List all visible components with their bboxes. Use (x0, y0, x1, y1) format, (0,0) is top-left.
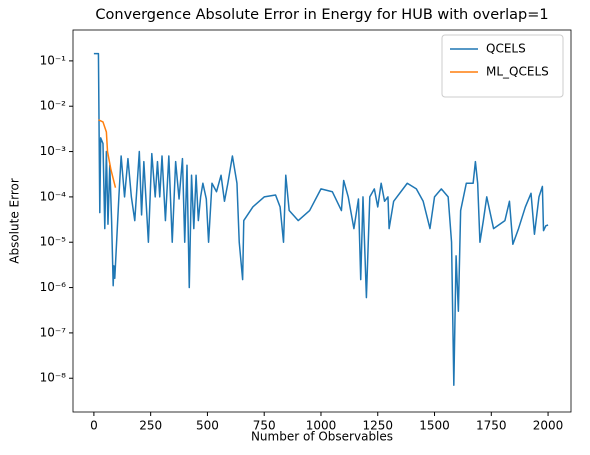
chart-title: Convergence Absolute Error in Energy for… (95, 7, 548, 23)
x-tick-label: 500 (196, 419, 219, 433)
y-tick-label: 10⁻² (40, 99, 67, 113)
x-axis-label: Number of Observables (251, 430, 393, 444)
y-tick-label: 10⁻⁴ (40, 189, 67, 203)
y-axis-label: Absolute Error (8, 178, 22, 264)
legend-label: ML_QCELS (486, 65, 549, 79)
x-tick-label: 750 (253, 419, 276, 433)
y-tick-label: 10⁻³ (40, 144, 67, 158)
y-tick-label: 10⁻¹ (40, 53, 67, 67)
plot-frame (72, 29, 572, 413)
y-tick-label: 10⁻⁸ (40, 371, 67, 385)
series-line (93, 52, 549, 387)
x-tick-label: 1500 (419, 419, 450, 433)
y-tick-label: 10⁻⁵ (40, 235, 67, 249)
x-tick-label: 1750 (476, 419, 507, 433)
x-tick-label: 250 (139, 419, 162, 433)
x-tick-label: 0 (90, 419, 98, 433)
y-tick-label: 10⁻⁷ (40, 325, 67, 339)
x-tick-label: 1000 (306, 419, 337, 433)
x-tick-label: 1250 (362, 419, 393, 433)
legend-box (441, 34, 564, 98)
series-line (98, 119, 117, 188)
legend-label: QCELS (486, 42, 526, 56)
x-tick-label: 2000 (533, 419, 564, 433)
y-tick-label: 10⁻⁶ (40, 280, 67, 294)
